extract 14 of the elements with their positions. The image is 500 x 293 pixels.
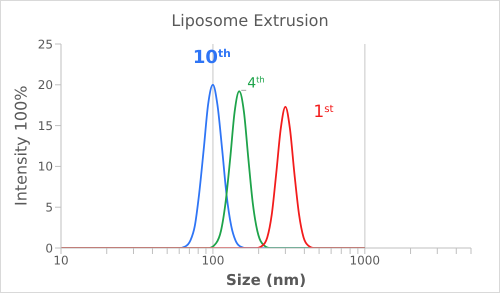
y-tick-label: 0: [45, 241, 53, 256]
series-label: 1$^{st}$: [313, 102, 334, 122]
y-axis-title: Intensity 100%: [12, 86, 31, 206]
y-tick-label: 25: [38, 37, 53, 52]
x-tick-label: 1000: [350, 254, 380, 268]
x-tick-label: 100: [201, 254, 224, 268]
series-label: 4$^{th}$: [247, 74, 265, 92]
series-label: 10$^{th}$: [192, 46, 231, 68]
y-tick-label: 20: [38, 78, 53, 92]
chart-title: Liposome Extrusion: [170, 11, 330, 30]
y-tick-label: 5: [45, 200, 53, 214]
y-tick-label: 15: [38, 118, 53, 133]
x-axis-title: Size (nm): [226, 271, 306, 289]
y-tick-label: 10: [38, 160, 53, 174]
